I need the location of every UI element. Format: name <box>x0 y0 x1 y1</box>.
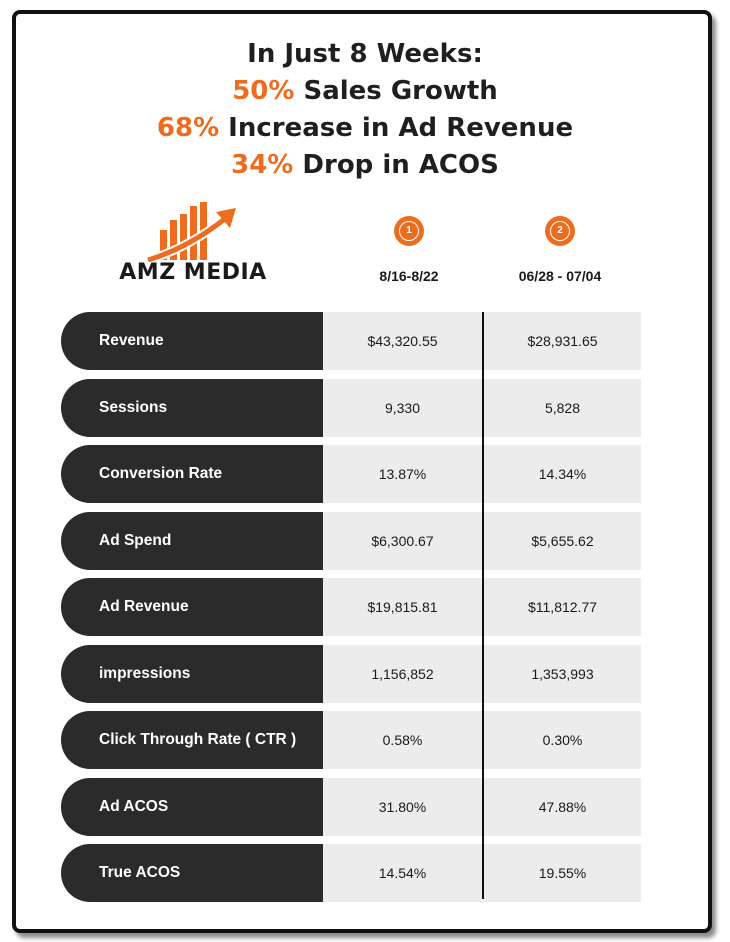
table-row: Ad Revenue $19,815.81 $11,812.77 <box>61 578 641 636</box>
headline-line-3: 68% Increase in Ad Revenue <box>0 110 730 147</box>
value-period-1: 13.87% <box>323 445 482 503</box>
row-label: Sessions <box>61 378 323 437</box>
row-label: Ad Revenue <box>61 578 323 636</box>
row-label: Ad ACOS <box>61 777 323 836</box>
ad-revenue-text: Increase in Ad Revenue <box>219 113 574 143</box>
value-period-1: $6,300.67 <box>323 511 482 570</box>
value-period-2: 0.30% <box>484 711 641 769</box>
ad-revenue-percent: 68% <box>156 113 220 143</box>
row-label: Click Through Rate ( CTR ) <box>61 711 323 769</box>
badge-2: 2 <box>545 216 575 246</box>
row-label: True ACOS <box>61 844 323 902</box>
table-row: Click Through Rate ( CTR ) 0.58% 0.30% <box>61 711 641 769</box>
value-period-2: 5,828 <box>484 378 641 437</box>
growth-chart-icon <box>146 202 236 262</box>
value-period-2: 1,353,993 <box>484 644 641 703</box>
table-row: Conversion Rate 13.87% 14.34% <box>61 445 641 503</box>
headline-line-1: In Just 8 Weeks: <box>247 39 483 69</box>
column-header-2: 2 06/28 - 07/04 <box>480 216 640 284</box>
column-divider <box>482 312 484 899</box>
value-period-1: 31.80% <box>323 777 482 836</box>
table-row: Sessions 9,330 5,828 <box>61 378 641 437</box>
sales-growth-text: Sales Growth <box>294 76 498 106</box>
row-label: Ad Spend <box>61 511 323 570</box>
table-row: impressions 1,156,852 1,353,993 <box>61 644 641 703</box>
headline-line-4: 34% Drop in ACOS <box>0 147 730 184</box>
headline: In Just 8 Weeks: 50% Sales Growth 68% In… <box>0 36 730 184</box>
value-period-1: $19,815.81 <box>323 578 482 636</box>
table-row: Ad Spend $6,300.67 $5,655.62 <box>61 511 641 570</box>
sales-growth-percent: 50% <box>232 76 295 106</box>
value-period-1: 9,330 <box>323 378 482 437</box>
acos-drop-percent: 34% <box>231 150 294 180</box>
column-date-1: 8/16-8/22 <box>379 268 439 284</box>
acos-drop-text: Drop in ACOS <box>293 150 499 180</box>
badge-1: 1 <box>394 216 424 246</box>
row-label: impressions <box>61 644 323 703</box>
value-period-2: 14.34% <box>484 445 641 503</box>
badge-2-number: 2 <box>550 221 570 241</box>
column-date-2: 06/28 - 07/04 <box>518 268 602 284</box>
value-period-1: 14.54% <box>323 844 482 902</box>
column-header-1: 1 8/16-8/22 <box>329 216 489 284</box>
amz-media-logo: AMZ MEDIA <box>118 200 278 290</box>
row-label: Revenue <box>61 312 323 370</box>
value-period-2: $28,931.65 <box>484 312 641 370</box>
value-period-2: 19.55% <box>484 844 641 902</box>
headline-line-2: 50% Sales Growth <box>0 73 730 110</box>
badge-1-number: 1 <box>399 221 419 241</box>
table-row: True ACOS 14.54% 19.55% <box>61 844 641 902</box>
value-period-2: 47.88% <box>484 777 641 836</box>
row-label: Conversion Rate <box>61 445 323 503</box>
value-period-1: 0.58% <box>323 711 482 769</box>
value-period-1: $43,320.55 <box>323 312 482 370</box>
value-period-2: $5,655.62 <box>484 511 641 570</box>
value-period-1: 1,156,852 <box>323 644 482 703</box>
table-row: Revenue $43,320.55 $28,931.65 <box>61 312 641 370</box>
logo-text: AMZ MEDIA <box>119 260 267 285</box>
table-row: Ad ACOS 31.80% 47.88% <box>61 777 641 836</box>
value-period-2: $11,812.77 <box>484 578 641 636</box>
